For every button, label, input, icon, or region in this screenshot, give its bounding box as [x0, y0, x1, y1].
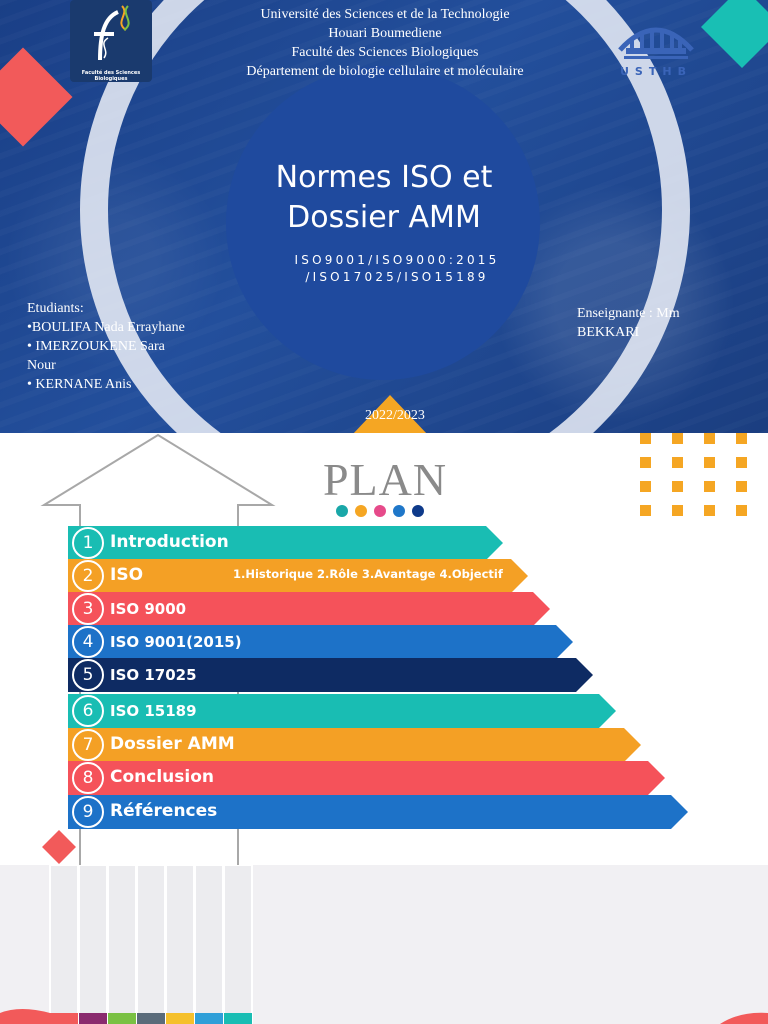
teacher-line: Enseignante : Mm	[577, 306, 680, 321]
column-cap	[50, 1013, 78, 1024]
title-line: Normes ISO et	[275, 160, 493, 195]
column-panel	[107, 865, 137, 1024]
arrow-band	[68, 526, 503, 560]
item-description: 1.Historique 2.Rôle 3.Avantage 4.Objecti…	[233, 567, 503, 581]
orange-triangle-shape	[352, 395, 428, 433]
usthb-logo: USTHB	[612, 10, 700, 80]
plan-item: 8 Conclusion	[68, 761, 665, 795]
column-panel	[136, 865, 166, 1024]
item-number: 2	[72, 560, 104, 592]
faculty-logo: Faculté des Sciences Biologiques	[70, 0, 152, 82]
item-number: 7	[72, 729, 104, 761]
item-label: ISO	[110, 565, 144, 585]
university-header: Université des Sciences et de la Technol…	[200, 5, 570, 81]
dna-f-logo-icon	[94, 5, 130, 61]
dot	[412, 505, 424, 517]
title-dots	[336, 505, 424, 517]
item-number: 8	[72, 762, 104, 794]
faculty-logo-caption: Faculté des Sciences Biologiques	[81, 70, 141, 82]
plan-item: 2 ISO 1.Historique 2.Rôle 3.Avantage 4.Obj…	[68, 559, 528, 593]
faculty-line: Faculté des Sciences Biologiques	[291, 45, 479, 60]
arrow-band	[68, 761, 665, 795]
plan-item: 5 ISO 17025	[68, 658, 593, 692]
plan-slide: PLAN 1 Introduction 2 ISO 1.Historique 2.Rôl…	[0, 433, 768, 865]
corner-shape	[0, 1009, 50, 1024]
subtitle-line: ISO9001/ISO9000:2015	[294, 253, 500, 267]
column-panel	[194, 865, 224, 1024]
item-number: 9	[72, 796, 104, 828]
column-cap	[195, 1013, 223, 1024]
item-label: Conclusion	[110, 767, 214, 787]
student-name: •BOULIFA Nada Errayhane	[27, 320, 185, 335]
item-number: 1	[72, 527, 104, 559]
colored-columns-graphic	[0, 865, 768, 1024]
plan-item: 4 ISO 9001(2015)	[68, 625, 573, 659]
teacher-line: BEKKARI	[577, 325, 640, 340]
students-list: Etudiants: •BOULIFA Nada Errayhane • IME…	[27, 299, 227, 394]
item-label: ISO 9001(2015)	[110, 633, 242, 651]
title-slide: Faculté des Sciences Biologiques USTHB U…	[0, 0, 768, 433]
university-line: Houari Boumediene	[328, 26, 442, 41]
usthb-logo-text: USTHB	[620, 65, 692, 78]
university-line: Université des Sciences et de la Technol…	[260, 7, 510, 22]
column-cap	[224, 1013, 252, 1024]
corner-shape	[720, 1012, 768, 1024]
column-cap	[137, 1013, 165, 1024]
plan-title: PLAN	[322, 454, 448, 505]
student-name: Nour	[27, 358, 56, 373]
item-label: ISO 17025	[110, 666, 197, 684]
orange-dot-grid	[640, 433, 768, 523]
arrow-band	[68, 592, 550, 626]
arrow-band	[68, 795, 688, 829]
item-label: ISO 9000	[110, 600, 187, 618]
item-label: Introduction	[110, 532, 229, 552]
item-number: 6	[72, 695, 104, 727]
arrow-band	[68, 625, 573, 659]
student-name: • IMERZOUKENE Sara	[27, 339, 165, 354]
item-number: 5	[72, 659, 104, 691]
subtitle-line: /ISO17025/ISO15189	[305, 270, 489, 284]
column-panel	[49, 865, 79, 1024]
column-cap	[79, 1013, 107, 1024]
teacher-info: Enseignante : Mm BEKKARI	[577, 304, 727, 342]
column-cap	[108, 1013, 136, 1024]
title-circle	[226, 66, 540, 380]
column-panel	[78, 865, 108, 1024]
item-number: 3	[72, 593, 104, 625]
presentation-subtitle: ISO9001/ISO9000:2015 /ISO17025/ISO15189	[262, 252, 532, 286]
student-name: • KERNANE Anis	[27, 377, 132, 392]
column-panel	[223, 865, 253, 1024]
plan-item: 6 ISO 15189	[68, 694, 616, 728]
plan-item: 7 Dossier AMM	[68, 728, 641, 762]
students-heading: Etudiants:	[27, 301, 84, 316]
dot	[393, 505, 405, 517]
presentation-title: Normes ISO et Dossier AMM	[226, 158, 542, 238]
item-label: ISO 15189	[110, 702, 197, 720]
dot	[355, 505, 367, 517]
column-cap	[166, 1013, 194, 1024]
arrow-band	[68, 559, 528, 593]
item-label: Références	[110, 801, 218, 821]
academic-year: 2022/2023	[365, 408, 425, 423]
usthb-building-icon	[618, 27, 694, 59]
dot	[336, 505, 348, 517]
arrow-band	[68, 728, 641, 762]
arrow-band	[68, 694, 616, 728]
plan-item: 3 ISO 9000	[68, 592, 550, 626]
item-label: Dossier AMM	[110, 734, 235, 754]
next-slide-partial	[0, 865, 768, 1024]
arrow-band	[68, 658, 593, 692]
item-number: 4	[72, 626, 104, 658]
plan-item: 9 Références	[68, 795, 688, 829]
department-line: Département de biologie cellulaire et mo…	[246, 64, 524, 79]
plan-item: 1 Introduction	[68, 526, 503, 560]
column-panel	[165, 865, 195, 1024]
dot	[374, 505, 386, 517]
title-line: Dossier AMM	[287, 200, 481, 235]
